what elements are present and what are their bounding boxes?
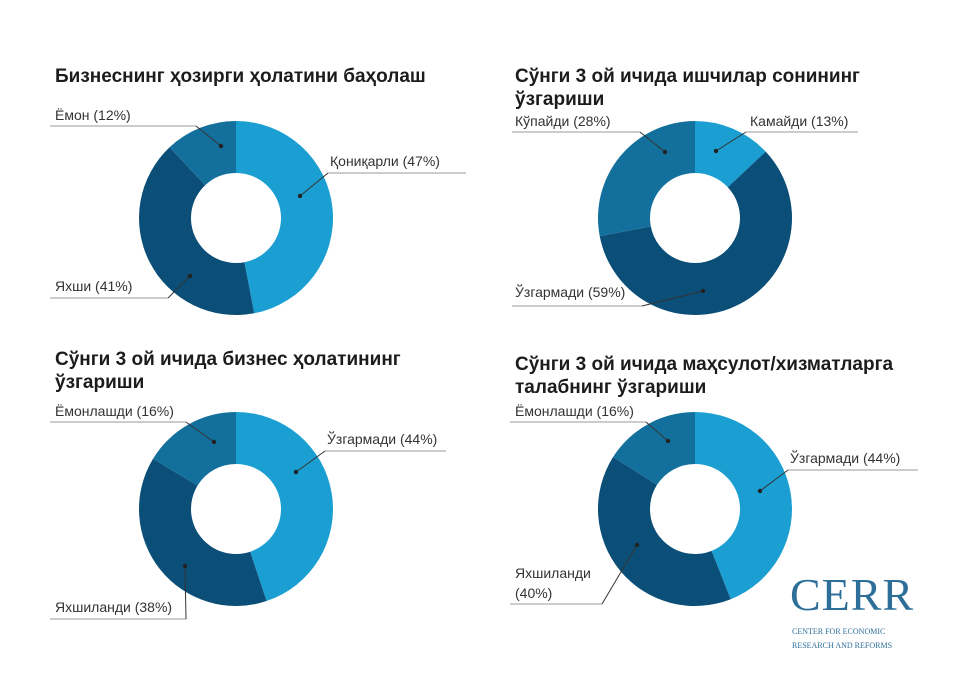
- slice-label: Ўзгармади (44%): [757, 449, 918, 494]
- slice-label: Камайди (13%): [713, 113, 858, 154]
- donut-slice: [598, 457, 731, 606]
- slice-label-text: (40%): [515, 585, 552, 601]
- leader-dot: [634, 542, 640, 548]
- leader-line: [639, 131, 666, 153]
- donut-chart-3: Сўнги 3 ой ичида бизнес ҳолатинингўзгари…: [50, 349, 446, 620]
- chart-title: ўзгариши: [515, 89, 604, 110]
- donut-slice: [236, 412, 333, 602]
- donut-slice: [613, 412, 695, 485]
- donut-slice: [236, 121, 333, 314]
- donut-slice: [139, 147, 255, 315]
- slice-label-text: Яхшиланди (38%): [55, 599, 172, 615]
- leader-line: [299, 172, 329, 197]
- slice-label: Яхши (41%): [50, 273, 193, 299]
- leader-dot: [218, 143, 224, 149]
- donut-chart-4: Сўнги 3 ой ичида маҳсулот/хизматларгатал…: [510, 354, 918, 606]
- slice-label: Ёмон (12%): [50, 107, 224, 149]
- donut-slice: [169, 121, 236, 186]
- leader-line: [167, 275, 191, 299]
- slice-label-text: Ўзгармади (59%): [515, 283, 625, 300]
- logo-line2: RESEARCH AND REFORMS: [792, 641, 892, 650]
- leader-line: [184, 565, 187, 620]
- cerr-logo: CERR CENTER FOR ECONOMIC RESEARCH AND RE…: [790, 569, 914, 650]
- donut-slice: [153, 412, 236, 486]
- slice-label-text: Қониқарли (47%): [330, 153, 440, 169]
- chart-title: Бизнеснинг ҳозирги ҳолатини баҳолаш: [55, 66, 426, 87]
- slice-label-text: Ёмонлашди (16%): [55, 403, 174, 419]
- leader-line: [185, 421, 215, 443]
- leader-dot: [662, 149, 668, 155]
- slice-label-text: Камайди (13%): [750, 113, 848, 129]
- leader-line: [759, 469, 789, 492]
- leader-dot: [211, 439, 217, 445]
- chart-title: ўзгариши: [55, 372, 144, 393]
- leader-dot: [182, 563, 188, 569]
- donut-chart-1: Бизнеснинг ҳозирги ҳолатини баҳолаш Қониқ…: [50, 66, 466, 315]
- leader-line: [601, 544, 638, 605]
- leader-dot: [297, 193, 303, 199]
- leader-dot: [757, 488, 763, 494]
- slice-label: Қониқарли (47%): [297, 153, 466, 199]
- slice-label-text: Яхши (41%): [55, 278, 132, 294]
- slice-label: Яхшиланди (40%): [510, 542, 640, 605]
- slice-label-text: Ёмон (12%): [55, 107, 131, 123]
- leader-line: [641, 290, 704, 307]
- leader-line: [645, 421, 669, 442]
- leader-dot: [187, 273, 193, 279]
- leader-dot: [713, 148, 719, 154]
- leader-line: [195, 125, 222, 147]
- chart-title: Сўнги 3 ой ичида ишчилар сонининг: [515, 66, 860, 87]
- donut-slice: [695, 412, 792, 600]
- logo-line1: CENTER FOR ECONOMIC: [792, 627, 885, 636]
- leader-line: [295, 450, 326, 473]
- leader-dot: [700, 288, 706, 294]
- slice-label-text: Ўзгармади (44%): [327, 430, 437, 447]
- slice-label: Ёмонлашди (16%): [50, 403, 217, 445]
- slice-label: Яхшиланди (38%): [50, 563, 188, 620]
- slice-label-text: Ёмонлашди (16%): [515, 403, 634, 419]
- slice-label-text: Кўпайди (28%): [515, 113, 611, 129]
- chart-title: талабнинг ўзгариши: [515, 377, 706, 398]
- slice-label-text: Яхшиланди: [515, 565, 591, 581]
- donut-slice: [598, 121, 695, 237]
- chart-title: Сўнги 3 ой ичида бизнес ҳолатининг: [55, 349, 401, 370]
- chart-title: Сўнги 3 ой ичида маҳсулот/хизматларга: [515, 354, 894, 375]
- logo-name: CERR: [790, 569, 914, 620]
- donut-slice: [695, 121, 766, 188]
- donut-slice: [599, 151, 792, 315]
- leader-dot: [293, 469, 299, 475]
- leader-line: [715, 131, 747, 152]
- slice-label: Ёмонлашди (16%): [510, 403, 671, 444]
- slice-label: Ўзгармади (59%): [512, 283, 706, 307]
- slice-label: Ўзгармади (44%): [293, 430, 446, 475]
- donut-slice: [138, 458, 267, 606]
- leader-dot: [665, 438, 671, 444]
- donut-chart-2: Сўнги 3 ой ичида ишчилар сонинингўзгариш…: [512, 66, 860, 315]
- slice-label: Кўпайди (28%): [512, 113, 668, 155]
- slice-label-text: Ўзгармади (44%): [790, 449, 900, 466]
